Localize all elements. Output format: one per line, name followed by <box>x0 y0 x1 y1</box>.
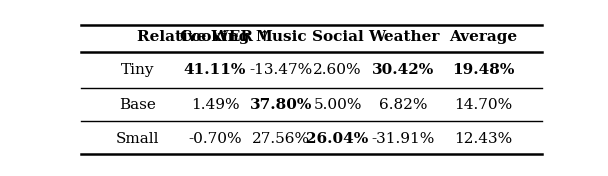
Text: 6.82%: 6.82% <box>379 98 428 112</box>
Text: 1.49%: 1.49% <box>191 98 240 112</box>
Text: 5.00%: 5.00% <box>313 98 362 112</box>
Text: Average: Average <box>449 30 517 44</box>
Text: 30.42%: 30.42% <box>372 63 435 77</box>
Text: -13.47%: -13.47% <box>249 63 313 77</box>
Text: Tiny: Tiny <box>120 63 154 77</box>
Text: Relative WER ↑: Relative WER ↑ <box>137 30 271 44</box>
Text: 14.70%: 14.70% <box>454 98 513 112</box>
Text: -31.91%: -31.91% <box>372 132 435 146</box>
Text: Social: Social <box>312 30 364 44</box>
Text: 19.48%: 19.48% <box>452 63 515 77</box>
Text: Music: Music <box>255 30 307 44</box>
Text: 2.60%: 2.60% <box>313 63 362 77</box>
Text: 27.56%: 27.56% <box>252 132 310 146</box>
Text: Base: Base <box>119 98 156 112</box>
Text: 41.11%: 41.11% <box>184 63 246 77</box>
Text: 26.04%: 26.04% <box>306 132 368 146</box>
Text: 12.43%: 12.43% <box>454 132 513 146</box>
Text: -0.70%: -0.70% <box>188 132 242 146</box>
Text: 37.80%: 37.80% <box>250 98 312 112</box>
Text: Small: Small <box>116 132 159 146</box>
Text: Cooking: Cooking <box>180 30 250 44</box>
Text: Weather: Weather <box>368 30 439 44</box>
